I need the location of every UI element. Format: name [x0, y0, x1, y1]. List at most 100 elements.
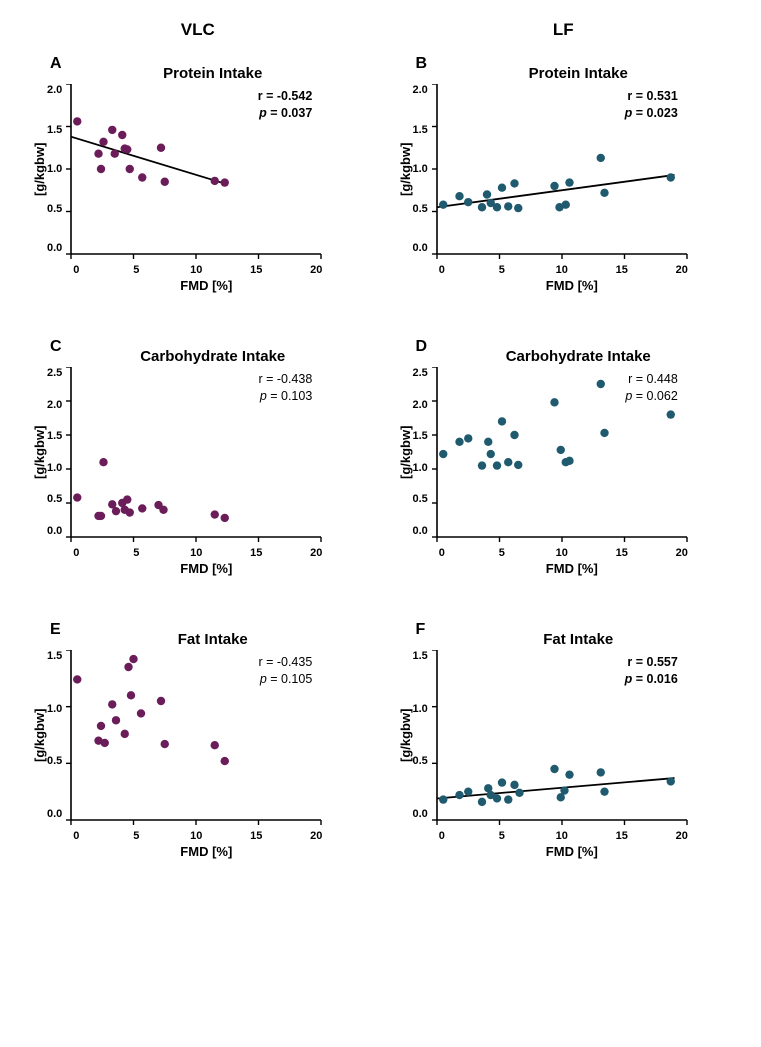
data-point: [455, 791, 463, 799]
panel-letter: A: [50, 55, 62, 73]
y-tick-label: 1.0: [47, 703, 62, 715]
data-point: [493, 203, 501, 211]
data-point: [504, 458, 512, 466]
regression-line: [437, 778, 675, 798]
panel-F: FFat Intake[g/kgbw]1.51.00.50.0r = 0.557…: [396, 631, 732, 859]
x-axis-label: FMD [%]: [86, 844, 326, 859]
y-tick-label: 2.0: [47, 399, 62, 411]
data-point: [514, 461, 522, 469]
x-tick-label: 10: [552, 830, 572, 842]
data-point: [211, 177, 219, 185]
x-tick-labels: 05101520: [432, 830, 692, 842]
p-value: p = 0.103: [258, 388, 312, 405]
x-tick-label: 0: [432, 264, 452, 276]
p-value: p = 0.037: [258, 105, 313, 122]
data-point: [478, 203, 486, 211]
y-tick-label: 0.5: [413, 755, 428, 767]
y-tick-label: 0.0: [413, 525, 428, 537]
data-point: [439, 201, 447, 209]
x-tick-label: 20: [672, 264, 692, 276]
panel-A: AProtein Intake[g/kgbw]2.01.51.00.50.0r …: [30, 65, 366, 293]
correlation-stats: r = 0.531p = 0.023: [625, 88, 678, 122]
y-tick-labels: 2.01.51.00.50.0: [47, 84, 66, 254]
data-point: [600, 189, 608, 197]
figure-grid: AProtein Intake[g/kgbw]2.01.51.00.50.0r …: [10, 65, 751, 859]
data-point: [504, 795, 512, 803]
y-axis-label: [g/kgbw]: [30, 367, 47, 537]
y-tick-label: 0.5: [47, 493, 62, 505]
y-tick-label: 0.0: [47, 525, 62, 537]
data-point: [101, 739, 109, 747]
x-axis-label: FMD [%]: [452, 844, 692, 859]
y-tick-label: 1.5: [413, 650, 428, 662]
data-point: [510, 179, 518, 187]
plot-wrap: [g/kgbw]1.51.00.50.0r = 0.557p = 0.01605…: [396, 650, 732, 859]
data-point: [211, 741, 219, 749]
data-point: [137, 709, 145, 717]
regression-line: [437, 175, 675, 207]
data-point: [97, 512, 105, 520]
panel-letter: D: [416, 338, 428, 356]
plot-wrap: [g/kgbw]1.51.00.50.0r = -0.435p = 0.1050…: [30, 650, 366, 859]
p-value: p = 0.105: [258, 671, 312, 688]
data-point: [666, 777, 674, 785]
column-headers: VLC LF: [10, 20, 751, 65]
y-axis-label: [g/kgbw]: [30, 84, 47, 254]
data-point: [221, 757, 229, 765]
data-point: [126, 165, 134, 173]
data-point: [483, 190, 491, 198]
data-point: [600, 787, 608, 795]
data-point: [111, 150, 119, 158]
data-point: [97, 722, 105, 730]
y-tick-label: 1.5: [47, 650, 62, 662]
data-point: [596, 380, 604, 388]
data-point: [478, 461, 486, 469]
y-tick-label: 2.5: [413, 367, 428, 379]
data-point: [125, 663, 133, 671]
x-tick-label: 15: [246, 547, 266, 559]
plot-area: r = 0.448p = 0.06205101520FMD [%]: [432, 367, 692, 576]
data-point: [73, 493, 81, 501]
data-point: [666, 410, 674, 418]
plot-area: r = 0.557p = 0.01605101520FMD [%]: [432, 650, 692, 859]
data-point: [556, 446, 564, 454]
y-tick-label: 0.5: [413, 203, 428, 215]
y-axis-label: [g/kgbw]: [396, 367, 413, 537]
x-axis-label: FMD [%]: [452, 561, 692, 576]
correlation-stats: r = -0.542p = 0.037: [258, 88, 313, 122]
data-point: [493, 461, 501, 469]
data-point: [561, 201, 569, 209]
data-point: [478, 798, 486, 806]
y-axis-label: [g/kgbw]: [30, 650, 47, 820]
data-point: [108, 126, 116, 134]
y-tick-label: 0.0: [413, 808, 428, 820]
data-point: [504, 202, 512, 210]
data-point: [130, 655, 138, 663]
data-point: [565, 770, 573, 778]
x-tick-label: 20: [306, 264, 326, 276]
x-tick-labels: 05101520: [432, 264, 692, 276]
y-axis-label: [g/kgbw]: [396, 84, 413, 254]
x-tick-label: 15: [612, 830, 632, 842]
x-tick-label: 5: [126, 547, 146, 559]
data-point: [439, 450, 447, 458]
y-tick-label: 1.0: [413, 703, 428, 715]
y-tick-label: 1.0: [47, 163, 62, 175]
data-point: [493, 794, 501, 802]
data-point: [161, 740, 169, 748]
y-tick-labels: 1.5 1.0 0.5 0.0: [413, 650, 432, 820]
data-point: [510, 431, 518, 439]
regression-line: [71, 137, 227, 185]
data-point: [108, 700, 116, 708]
panel-D: DCarbohydrate Intake[g/kgbw]2.52.01.51.0…: [396, 348, 732, 576]
correlation-stats: r = -0.435p = 0.105: [258, 654, 312, 688]
x-tick-labels: 05101520: [432, 547, 692, 559]
data-point: [498, 778, 506, 786]
x-tick-labels: 05101520: [66, 264, 326, 276]
plot-wrap: [g/kgbw]2.01.51.00.50.0 r = -0.542p = 0.0…: [30, 84, 366, 293]
y-tick-labels: 2.52.01.51.00.50.0: [413, 367, 432, 537]
x-tick-label: 10: [186, 547, 206, 559]
panel-title: Carbohydrate Intake: [426, 348, 732, 365]
data-point: [550, 182, 558, 190]
data-point: [112, 716, 120, 724]
